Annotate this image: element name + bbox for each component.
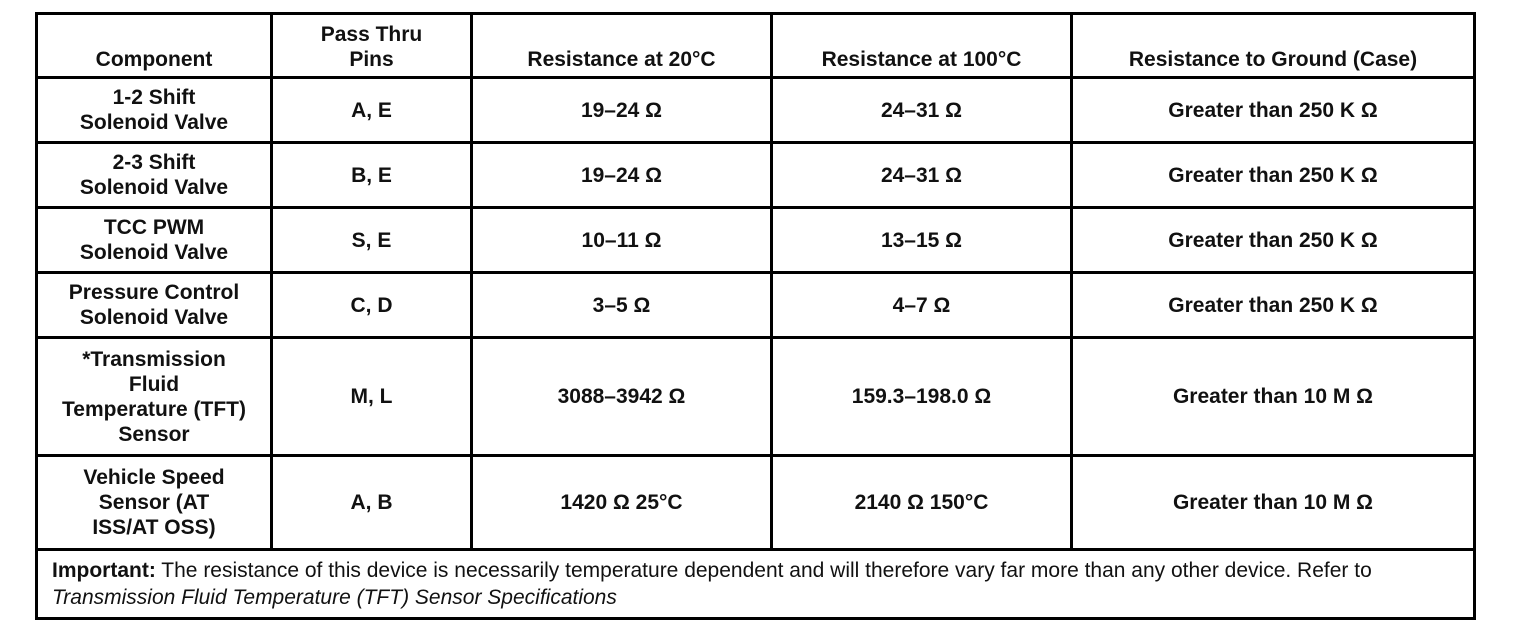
spec-table: Component Pass Thru Pins Resistance at 20°… — [35, 12, 1476, 620]
value-cell: 4–7 Ω — [770, 271, 1073, 339]
value-cell: 3–5 Ω — [470, 271, 773, 339]
column-header: Component — [35, 12, 273, 79]
value-cell: A, B — [270, 454, 473, 551]
component-cell: Vehicle Speed Sensor (AT ISS/AT OSS) — [35, 454, 273, 551]
value-cell: 24–31 Ω — [770, 141, 1073, 209]
value-cell: 13–15 Ω — [770, 206, 1073, 274]
value-cell: S, E — [270, 206, 473, 274]
column-header: Resistance at 100°C — [770, 12, 1073, 79]
table-row: *Transmission Fluid Temperature (TFT) Se… — [35, 336, 1476, 457]
header-row: Component Pass Thru Pins Resistance at 20°… — [35, 12, 1476, 79]
value-cell: 19–24 Ω — [470, 76, 773, 144]
value-cell: Greater than 10 M Ω — [1070, 336, 1476, 457]
table-row: Pressure Control Solenoid Valve C, D 3–5 Ω… — [35, 271, 1476, 339]
component-cell: 1-2 Shift Solenoid Valve — [35, 76, 273, 144]
value-cell: Greater than 10 M Ω — [1070, 454, 1476, 551]
note-text: The resistance of this device is necessa… — [161, 559, 1372, 582]
value-cell: Greater than 250 K Ω — [1070, 271, 1476, 339]
value-cell: 3088–3942 Ω — [470, 336, 773, 457]
value-cell: A, E — [270, 76, 473, 144]
value-cell: C, D — [270, 271, 473, 339]
column-header: Pass Thru Pins — [270, 12, 473, 79]
value-cell: 159.3–198.0 Ω — [770, 336, 1073, 457]
value-cell: Greater than 250 K Ω — [1070, 206, 1476, 274]
note-cell: Important: The resistance of this device… — [35, 548, 1476, 620]
component-cell: 2-3 Shift Solenoid Valve — [35, 141, 273, 209]
value-cell: 2140 Ω 150°C — [770, 454, 1073, 551]
table-row: TCC PWM Solenoid Valve S, E 10–11 Ω 13–15 Ω… — [35, 206, 1476, 274]
column-header: Resistance to Ground (Case) — [1070, 12, 1476, 79]
column-header: Resistance at 20°C — [470, 12, 773, 79]
component-cell: TCC PWM Solenoid Valve — [35, 206, 273, 274]
table-row: 1-2 Shift Solenoid Valve A, E 19–24 Ω 24–31… — [35, 76, 1476, 144]
note-row: Important: The resistance of this device… — [35, 548, 1476, 620]
component-cell: *Transmission Fluid Temperature (TFT) Se… — [35, 336, 273, 457]
value-cell: Greater than 250 K Ω — [1070, 76, 1476, 144]
note-reference: Transmission Fluid Temperature (TFT) Sen… — [52, 586, 617, 609]
value-cell: 1420 Ω 25°C — [470, 454, 773, 551]
note-label: Important: — [52, 559, 156, 582]
value-cell: B, E — [270, 141, 473, 209]
value-cell: 24–31 Ω — [770, 76, 1073, 144]
value-cell: M, L — [270, 336, 473, 457]
table-row: Vehicle Speed Sensor (AT ISS/AT OSS) A, B… — [35, 454, 1476, 551]
component-cell: Pressure Control Solenoid Valve — [35, 271, 273, 339]
value-cell: 10–11 Ω — [470, 206, 773, 274]
value-cell: 19–24 Ω — [470, 141, 773, 209]
value-cell: Greater than 250 K Ω — [1070, 141, 1476, 209]
table-row: 2-3 Shift Solenoid Valve B, E 19–24 Ω 24–31… — [35, 141, 1476, 209]
